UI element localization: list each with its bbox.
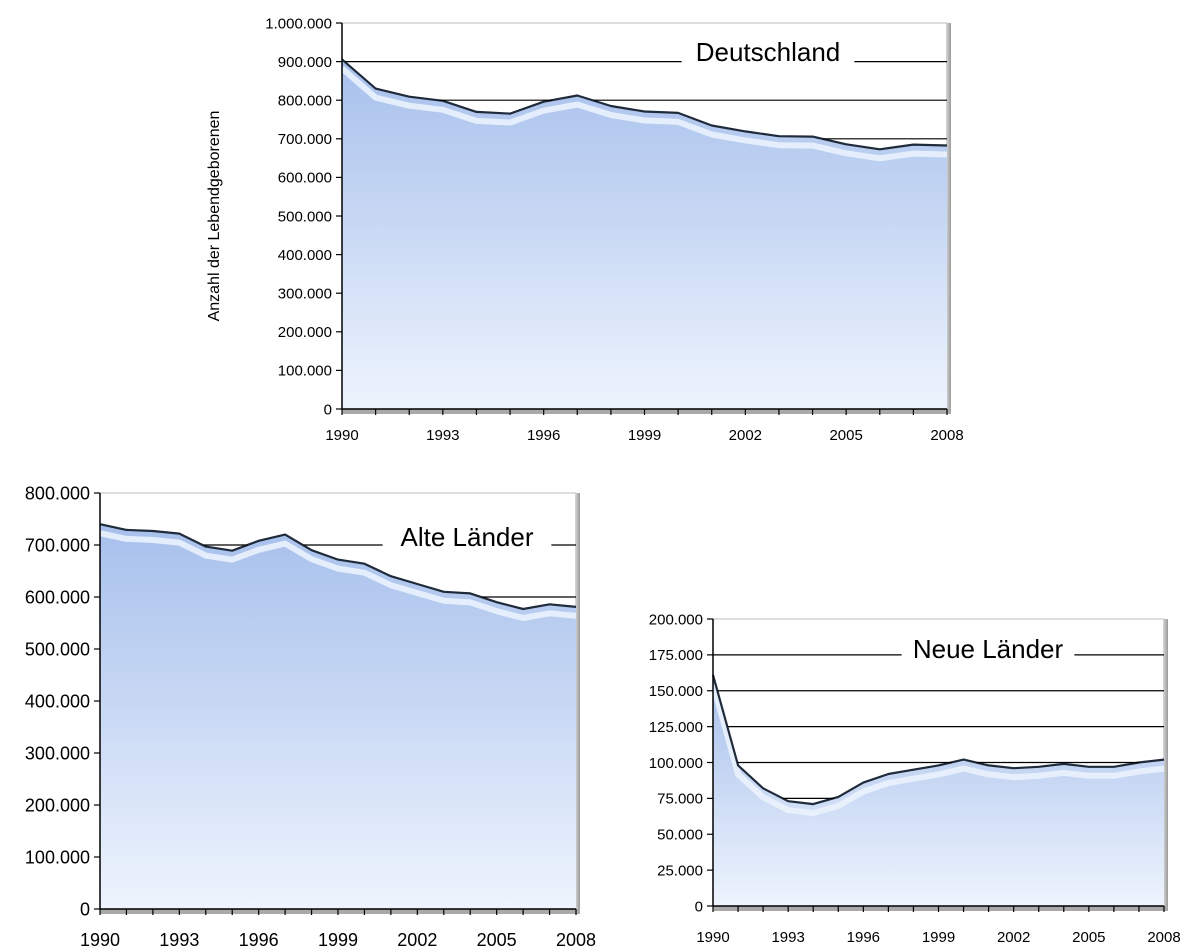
plot-frame-bottom (713, 906, 1168, 911)
chart-title-bg (382, 523, 552, 554)
area-fill (713, 675, 1164, 906)
area-highlight (710, 683, 1165, 817)
area-highlight (340, 66, 948, 162)
y-tick-label: 600.000 (278, 170, 332, 187)
y-tick-label: 50.000 (657, 827, 703, 844)
y-tick-label: 1.000.000 (265, 15, 332, 32)
chart-alte-laender: Alte Länder 0 100.000 200.000 300.000 400.000… (25, 483, 596, 950)
y-tick-label: 500.000 (25, 639, 90, 659)
x-tick-label: 2005 (1072, 929, 1105, 946)
chart-title: Alte Länder (401, 522, 534, 552)
x-tick-label: 1993 (771, 929, 804, 946)
plot-frame-right (575, 493, 580, 914)
chart-title: Neue Länder (913, 634, 1064, 664)
x-tick-label: 1999 (922, 929, 955, 946)
x-tick-label: 2005 (477, 930, 517, 950)
chart-title-bg (901, 635, 1075, 666)
x-tick-label: 2002 (997, 929, 1030, 946)
y-tick-label: 100.000 (278, 363, 332, 380)
y-tick-label: 100.000 (25, 847, 90, 867)
x-tick-label: 1990 (80, 930, 120, 950)
y-tick-label: 150.000 (649, 683, 703, 700)
y-tick-label: 900.000 (278, 54, 332, 71)
plot-frame-bottom (100, 909, 580, 914)
y-axis-label: Anzahl der Lebendgeborenen (206, 111, 223, 322)
x-tick-label: 1996 (527, 427, 560, 444)
x-tick-label: 1990 (696, 929, 729, 946)
y-tick-label: 0 (695, 898, 703, 915)
y-tick-label: 300.000 (278, 285, 332, 302)
y-tick-label: 100.000 (649, 755, 703, 772)
chart-deutschland: Deutschland 0 100.000 200.000 300.000 400.000… (206, 15, 964, 444)
y-tick-label: 700.000 (25, 535, 90, 555)
y-tick-label: 200.000 (25, 795, 90, 815)
y-tick-label: 0 (324, 401, 332, 418)
x-tick-label: 2005 (829, 427, 862, 444)
chart-title-bg (681, 38, 855, 69)
plot-frame-bottom (342, 409, 951, 414)
series-line (99, 523, 577, 611)
x-tick-label: 2002 (729, 427, 762, 444)
y-tick-label: 25.000 (657, 862, 703, 879)
series-line (341, 58, 948, 151)
y-tick-label: 0 (80, 899, 90, 919)
series-line (711, 674, 1165, 806)
y-tick-label: 125.000 (649, 719, 703, 736)
area-highlight (99, 530, 577, 621)
y-tick-label: 175.000 (649, 647, 703, 664)
y-tick-label: 800.000 (278, 92, 332, 109)
area-fill (100, 524, 576, 909)
chart-neue-laender: Neue Länder 0 25.000 50.000 75.000 100.000 125… (649, 611, 1181, 946)
x-tick-label: 2008 (1147, 929, 1180, 946)
x-tick-label: 1993 (159, 930, 199, 950)
x-tick-label: 2002 (397, 930, 437, 950)
x-tick-label: 1993 (426, 427, 459, 444)
y-tick-label: 200.000 (649, 611, 703, 628)
x-tick-label: 1996 (239, 930, 279, 950)
y-tick-label: 75.000 (657, 791, 703, 808)
y-tick-label: 700.000 (278, 131, 332, 148)
y-tick-label: 300.000 (25, 743, 90, 763)
y-tick-label: 500.000 (278, 208, 332, 225)
x-tick-label: 1999 (628, 427, 661, 444)
x-tick-label: 2008 (556, 930, 596, 950)
x-tick-label: 1999 (318, 930, 358, 950)
y-tick-label: 400.000 (278, 247, 332, 264)
y-tick-label: 200.000 (278, 324, 332, 341)
y-tick-label: 800.000 (25, 483, 90, 503)
y-tick-label: 400.000 (25, 691, 90, 711)
y-tick-label: 600.000 (25, 587, 90, 607)
x-tick-label: 1996 (847, 929, 880, 946)
x-tick-label: 1990 (325, 427, 358, 444)
chart-title: Deutschland (696, 37, 841, 67)
plot-frame-right (1163, 619, 1168, 911)
x-tick-label: 2008 (930, 427, 963, 444)
plot-frame-right (946, 23, 951, 414)
